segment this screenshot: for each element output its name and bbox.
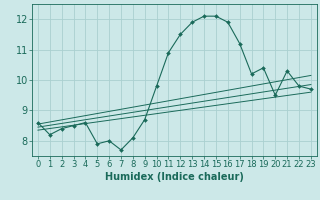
- X-axis label: Humidex (Indice chaleur): Humidex (Indice chaleur): [105, 172, 244, 182]
